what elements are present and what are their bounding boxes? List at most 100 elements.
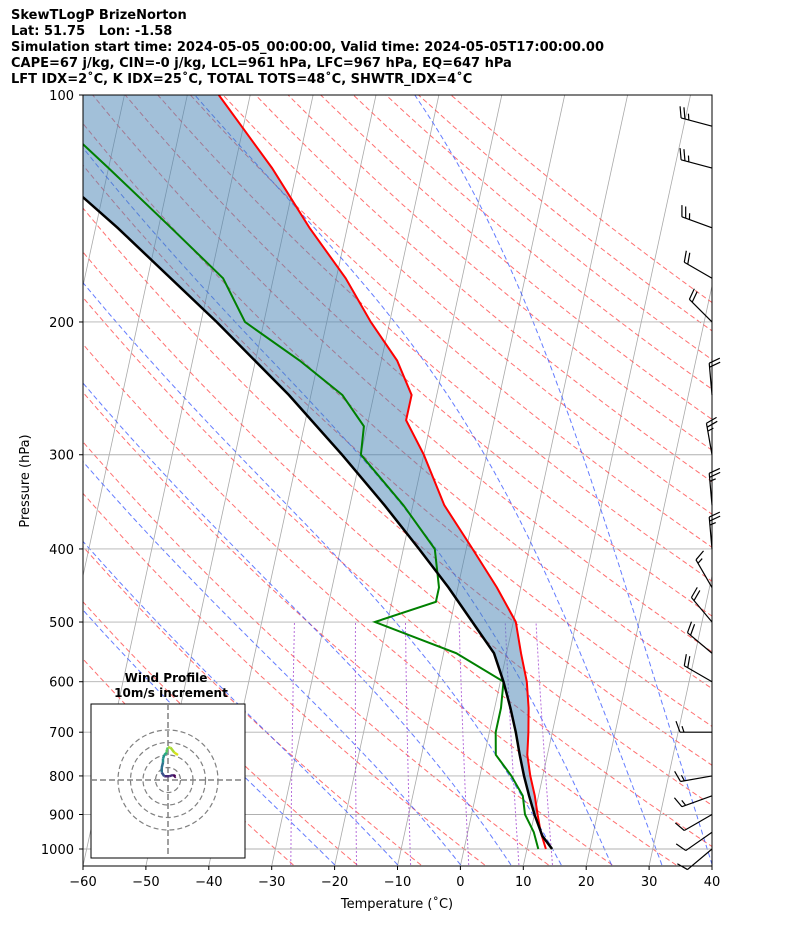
hodograph-segment xyxy=(160,771,166,777)
wind-barb xyxy=(679,148,713,169)
y-tick-label: 800 xyxy=(49,770,74,785)
x-axis: −60 −50 −40 −30 −20 −10 0 10 20 30 40 xyxy=(69,866,720,890)
barb-half xyxy=(709,478,716,482)
isotherm-line xyxy=(83,95,125,288)
dry-adiabat-line xyxy=(83,658,294,866)
barb-half xyxy=(680,774,685,782)
barb-flag xyxy=(689,624,696,636)
wind-barb xyxy=(673,795,713,808)
moist-adiabat-line xyxy=(83,609,336,866)
dry-adiabat-line xyxy=(418,95,712,332)
barb-flag xyxy=(687,656,691,668)
x-tick-label: 40 xyxy=(704,875,721,890)
barb-flag xyxy=(708,511,721,518)
barb-shaft xyxy=(680,117,713,127)
mixing-ratio-line xyxy=(405,622,412,866)
isotherm-line xyxy=(648,574,712,866)
barb-flag xyxy=(709,471,721,478)
wind-barb xyxy=(708,511,721,550)
moist-adiabat-line xyxy=(83,540,399,866)
barb-half xyxy=(709,521,716,526)
wind-barb xyxy=(679,106,713,127)
hodograph-title: Wind Profile xyxy=(125,671,208,685)
moist-adiabat-line xyxy=(83,281,562,866)
hodograph-segment xyxy=(160,762,165,768)
cape-area xyxy=(83,95,538,815)
barb-half xyxy=(697,558,703,564)
barb-shaft xyxy=(680,775,713,783)
barb-flag xyxy=(709,361,721,368)
barb-flag xyxy=(679,106,682,118)
hodograph-inset: Wind Profile 10m/s increment xyxy=(90,671,246,859)
x-tick-label: 20 xyxy=(578,875,595,890)
hodograph-segment xyxy=(161,754,166,760)
barb-flag xyxy=(690,587,698,598)
dewpoint-line xyxy=(83,142,540,850)
y-tick-label: 600 xyxy=(49,676,74,691)
hodograph-segment xyxy=(165,746,170,751)
barb-flag xyxy=(687,252,691,265)
y-axis-label: Pressure (hPa) xyxy=(18,434,33,527)
hodograph-segment xyxy=(168,773,174,778)
x-tick-label: −60 xyxy=(69,875,96,890)
barb-flag xyxy=(675,720,681,733)
barb-flag xyxy=(674,771,682,782)
barb-flag xyxy=(691,291,698,303)
parcel-line xyxy=(83,195,554,850)
dry-adiabat-line xyxy=(83,441,549,866)
profiles xyxy=(83,95,554,850)
dry-adiabat-line xyxy=(83,492,486,866)
barb-flag xyxy=(674,822,685,831)
barb-flag xyxy=(688,288,695,300)
mixing-ratio-line xyxy=(535,621,553,866)
wind-barb xyxy=(708,467,721,506)
barb-flag xyxy=(708,467,721,474)
barb-shaft xyxy=(690,597,713,623)
x-axis-label: Temperature (˚C) xyxy=(340,896,453,912)
wind-barb xyxy=(690,587,713,623)
wind-barb xyxy=(674,771,713,783)
barb-shaft xyxy=(695,559,713,588)
wind-barb xyxy=(675,720,712,733)
isotherm-line xyxy=(271,95,440,866)
y-tick-label: 200 xyxy=(49,316,74,331)
barb-shaft xyxy=(680,159,713,169)
barb-shaft xyxy=(681,795,713,808)
dry-adiabat-line xyxy=(83,391,613,866)
barb-half xyxy=(681,800,687,806)
barb-shaft xyxy=(683,813,713,832)
barb-shaft xyxy=(688,298,713,323)
indices-line-2: LFT IDX=2˚C, K IDX=25˚C, TOTAL TOTS=48˚C… xyxy=(11,72,473,87)
barb-flag xyxy=(683,149,686,161)
dry-adiabat-line xyxy=(287,95,712,451)
y-tick-label: 700 xyxy=(49,726,74,741)
chart-title: SkewTLogP BrizeNorton xyxy=(11,8,187,23)
moist-adiabat-line xyxy=(414,95,712,866)
dry-adiabat-line xyxy=(83,207,712,766)
isotherm-line xyxy=(586,283,712,866)
barb-shaft xyxy=(681,216,713,229)
location-line: Lat: 51.75 Lon: -1.58 xyxy=(11,24,173,39)
wind-barb xyxy=(708,357,721,396)
hodograph-segment xyxy=(173,751,179,757)
barb-flag xyxy=(708,357,721,364)
barb-flag xyxy=(683,654,687,666)
barb-flag xyxy=(677,863,688,871)
hodograph-segment xyxy=(172,773,177,778)
wind-barb xyxy=(688,288,713,323)
y-tick-label: 300 xyxy=(49,449,74,464)
mixing-ratio-line xyxy=(458,621,470,866)
barb-shaft xyxy=(705,423,713,455)
dry-adiabat-line xyxy=(83,343,677,866)
x-tick-label: −30 xyxy=(258,875,285,890)
isotherm-line xyxy=(775,95,794,865)
barb-shaft xyxy=(687,632,713,654)
x-tick-label: −10 xyxy=(384,875,411,890)
barb-flag xyxy=(675,843,687,852)
barb-flag xyxy=(693,590,701,601)
isotherm-line xyxy=(523,95,691,866)
barb-flag xyxy=(683,250,687,263)
barb-flag xyxy=(709,515,721,522)
y-tick-label: 900 xyxy=(49,808,74,823)
wind-barb xyxy=(674,813,713,832)
